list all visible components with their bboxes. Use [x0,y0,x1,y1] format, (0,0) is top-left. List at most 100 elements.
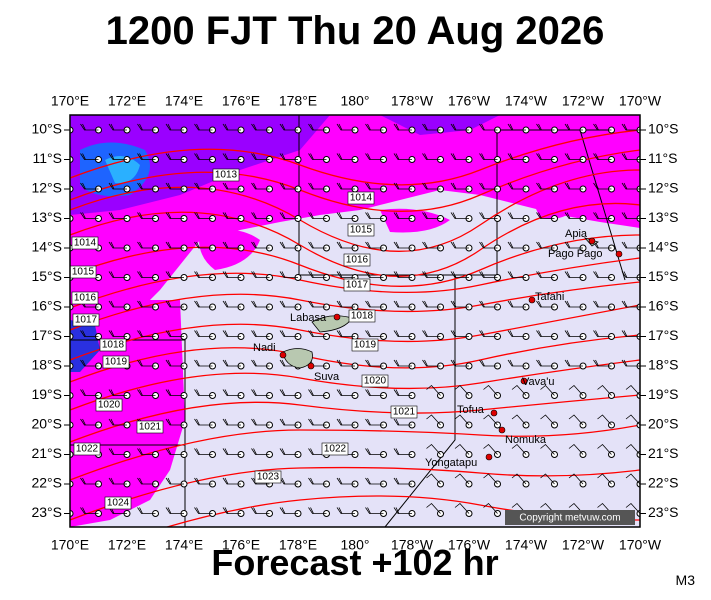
isobar-line [70,334,640,383]
place-dot [588,237,596,245]
barb-staff [222,182,241,190]
isobar-label-box [390,405,418,419]
barb-staff [393,507,412,514]
wind-barb [422,241,444,252]
wind-barb [279,182,302,193]
barb-staff [483,384,498,396]
wind-barb [393,300,416,311]
wind-barb [137,507,159,517]
barb-staff [507,153,526,160]
barb-staff [450,123,469,131]
wind-barb [222,212,245,222]
barb-staff [564,241,583,249]
place-name: Vava'u [522,376,554,388]
wind-barb [536,241,558,252]
barb-staff [279,330,298,337]
lat-label-left: 17°S [31,327,62,343]
barb-staff [165,212,184,219]
barb-staff [393,418,412,426]
wind-barb [479,241,501,252]
barb-staff [454,502,470,514]
barb-staff [483,502,498,514]
wind-barb [393,182,416,193]
wind-barb [165,271,188,281]
wind-barb [568,443,587,458]
barb-staff [108,389,127,396]
wind-barb [80,330,102,340]
wind-barb [279,448,302,458]
wind-barb [536,330,558,340]
wind-barb [393,477,416,488]
lon-label-top: 178°W [391,93,434,109]
barb-staff [80,418,99,426]
isobar-label-box [71,236,99,250]
wind-barb [251,389,273,399]
barb-staff [251,448,270,455]
wind-barb [450,241,473,252]
isobar-line [70,281,640,331]
barb-staff [564,212,583,219]
wind-barb [108,271,131,281]
barb-staff [454,473,470,485]
isobar-label-box [95,398,123,412]
wind-barb [108,448,131,458]
wind-barb [450,212,473,222]
lat-label-right: 14°S [648,239,679,255]
wind-barb [251,271,273,281]
isobar-label: 1021 [139,422,162,433]
wind-barb [80,477,102,488]
barb-staff [450,271,469,278]
wind-barb [194,330,216,340]
lat-label-right: 10°S [648,121,679,137]
lon-label-top: 178°E [279,93,317,109]
barb-staff [454,443,470,455]
wind-barb [536,300,558,311]
wind-barb [479,330,501,340]
barb-staff [137,271,156,278]
barb-staff [251,330,270,337]
barb-staff [308,241,327,249]
wind-barb [279,330,302,340]
wind-barb [568,414,587,429]
barb-staff [593,300,612,308]
wind-barb [194,477,216,488]
isobar-label: 1016 [74,293,97,304]
barb-staff [108,418,127,426]
barb-staff [564,153,583,160]
isobar-label: 1018 [102,340,125,351]
wind-barb [251,182,273,193]
lat-label-right: 13°S [648,209,679,225]
wind-barb [165,330,188,340]
lon-label-bottom: 170°E [51,537,89,553]
wind-barb [165,418,188,429]
wind-barb [80,182,102,193]
lon-label-top: 172°W [562,93,605,109]
barb-staff [393,241,412,249]
wind-barb [479,212,501,222]
lon-label-top: 172°E [108,93,146,109]
wind-barb [279,389,302,399]
barb-staff [222,212,241,219]
wind-barb [597,443,615,458]
wind-barb [479,182,501,193]
wind-barb [165,448,188,458]
isobar-label-box [361,374,389,388]
wind-barb [108,182,131,193]
wind-barb [222,123,245,134]
place-dot [615,250,623,258]
wind-barb [336,507,359,517]
wind-barb [165,389,188,399]
wind-barb [426,443,444,458]
isobar-label: 1020 [98,400,121,411]
lat-label-right: 22°S [648,475,679,491]
barb-staff [165,477,184,485]
barb-staff [365,359,384,367]
wind-barb [483,384,501,399]
barb-staff [365,389,384,396]
wind-barb [336,477,359,488]
barb-staff [422,153,441,160]
barb-staff [507,123,526,131]
barb-staff [194,182,213,190]
barb-staff [251,182,270,190]
wind-barb [393,418,416,429]
